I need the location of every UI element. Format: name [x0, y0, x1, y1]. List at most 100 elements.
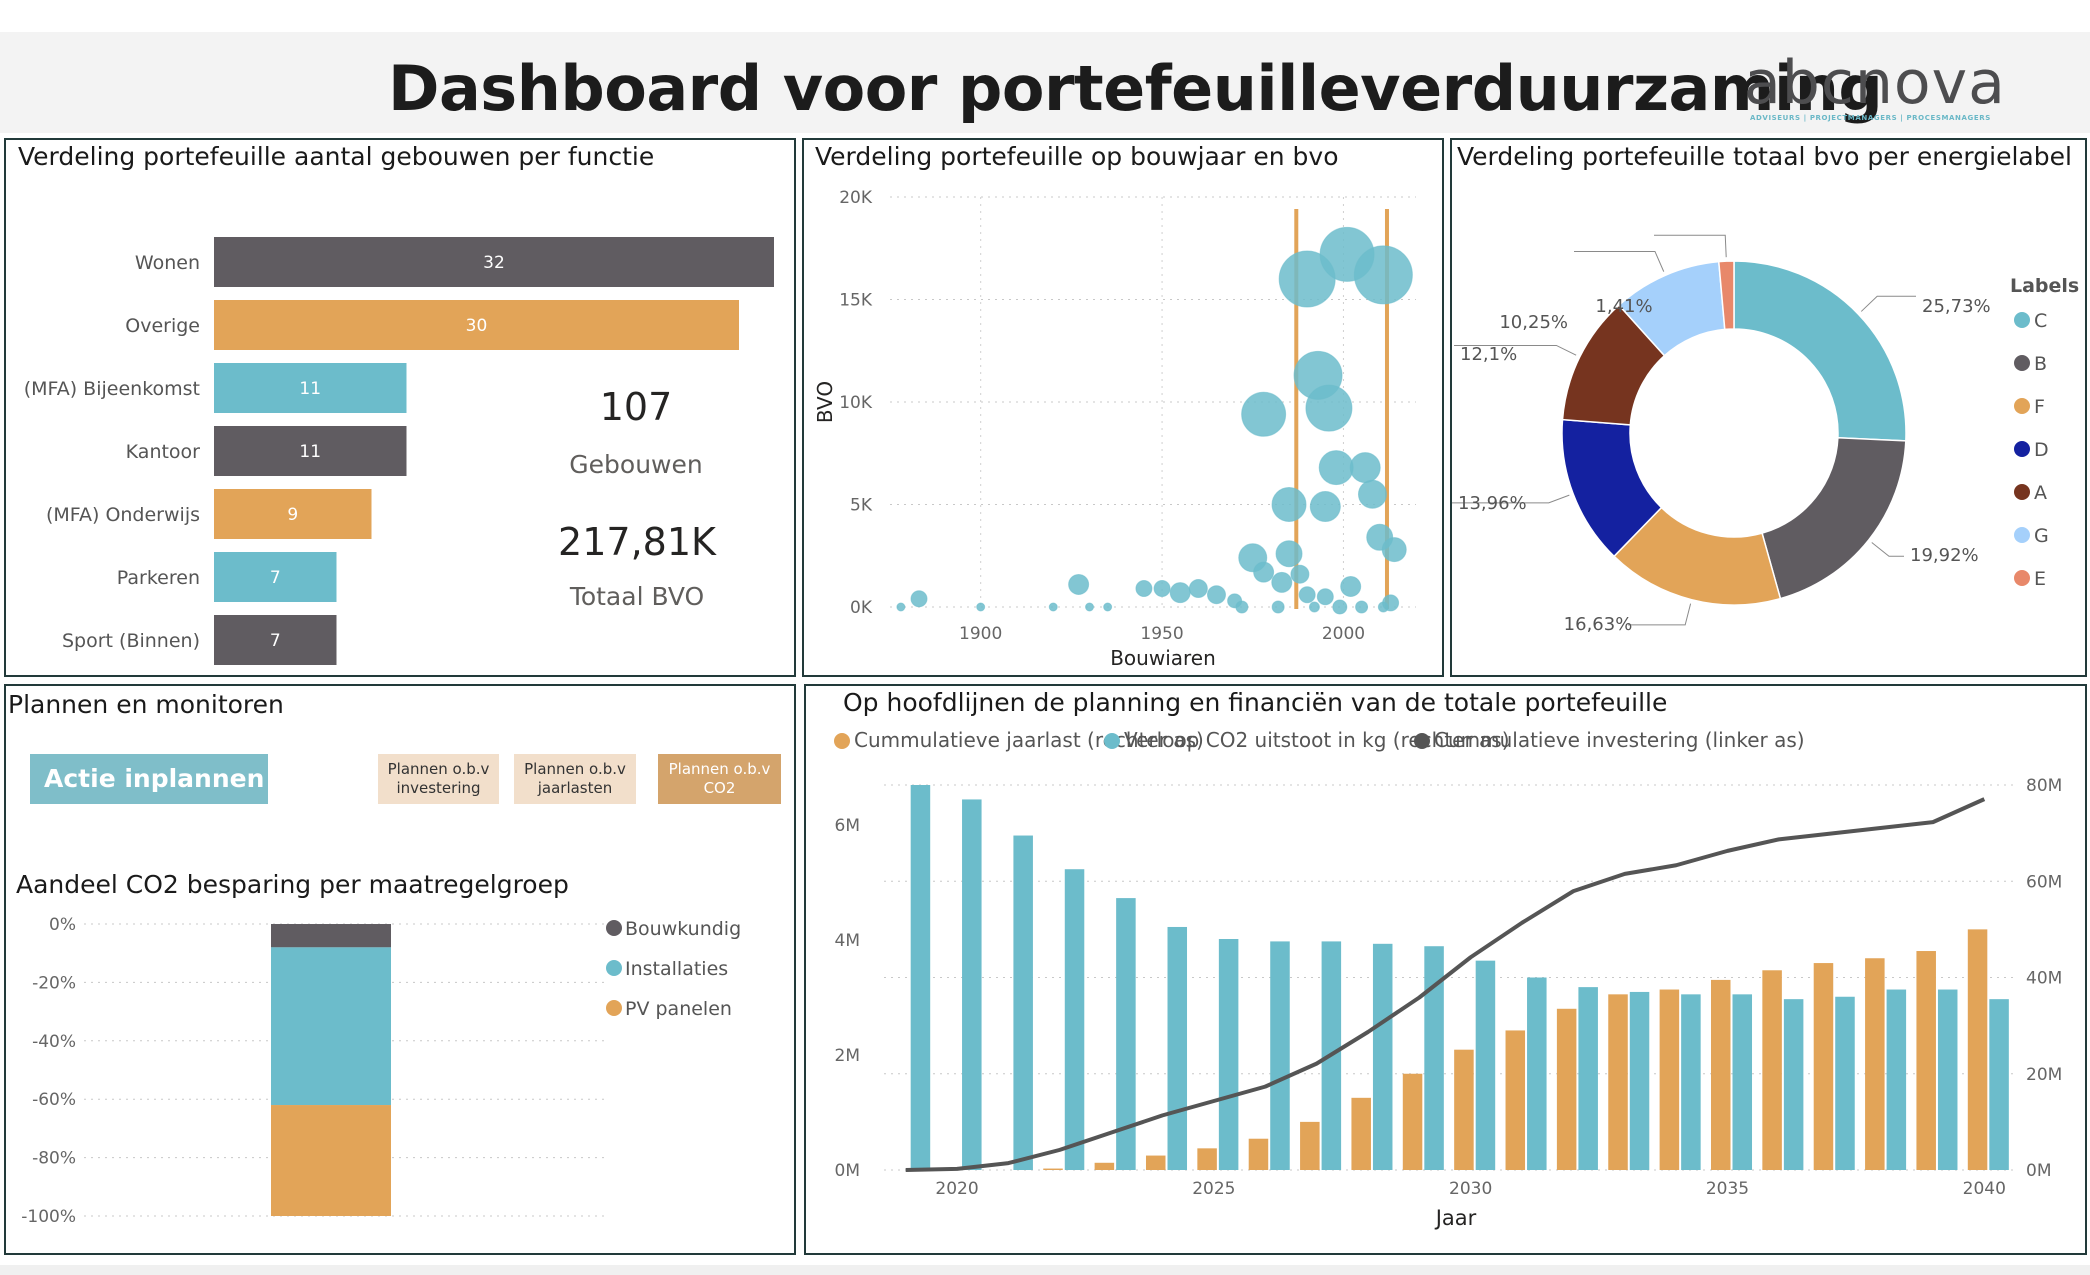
x-tick-label: 1900	[959, 624, 1002, 644]
jaarlast-bar	[1813, 963, 1834, 1170]
jaarlast-bar	[1967, 929, 1988, 1170]
co2-bar	[1989, 999, 2009, 1170]
jaarlast-bar	[1094, 1162, 1115, 1170]
y-tick-label: -20%	[32, 973, 76, 993]
slice-percent-label: 10,25%	[1499, 312, 1568, 333]
scatter-point	[1135, 580, 1153, 598]
jaarlast-bar	[1197, 1148, 1217, 1170]
co2-bar	[1218, 939, 1239, 1170]
energielabel-donut-chart: 25,73% 19,92% 16,63% 13,96% 12,1% 10,25% 1,41%…	[1452, 234, 2079, 635]
scatter-point	[1355, 600, 1369, 614]
jaarlast-bar	[1762, 970, 1782, 1170]
bar	[214, 426, 407, 476]
scatter-point	[1382, 594, 1400, 612]
slice-percent-label: 1,41%	[1595, 296, 1652, 317]
scatter-point	[1253, 561, 1275, 583]
kpi-gebouwen-value: 107	[599, 385, 673, 429]
bar	[214, 237, 774, 287]
plannen-investering-button[interactable]: Plannen o.b.v investering	[378, 754, 499, 804]
co2-chart-title: Aandeel CO2 besparing per maatregelgroep	[16, 870, 569, 899]
y-tick-label: 5K	[850, 496, 873, 516]
panel-functie-title: Verdeling portefeuille aantal gebouwen p…	[18, 142, 655, 171]
y-tick-label: -100%	[21, 1207, 76, 1227]
scatter-point	[1305, 384, 1353, 432]
slice-percent-label: 13,96%	[1458, 493, 1527, 514]
y-tick-label: 0%	[49, 915, 76, 935]
right-tick-label: 40M	[2026, 969, 2062, 989]
slice-percent-label: 12,1%	[1460, 344, 1517, 365]
scatter-point	[1153, 580, 1171, 598]
x-tick-label: 2025	[1192, 1179, 1235, 1199]
scatter-point	[1085, 602, 1095, 612]
jaarlast-bar	[1608, 994, 1628, 1170]
legend-label: Cummulatieve investering (linker as)	[1434, 728, 1805, 752]
actie-inplannen-button[interactable]: Actie inplannen	[30, 754, 268, 804]
legend-marker	[2014, 441, 2030, 457]
legend-title: Labels	[2010, 275, 2079, 297]
legend-label: F	[2034, 396, 2045, 418]
y-tick-label: 10K	[839, 393, 873, 413]
legend-label: E	[2034, 568, 2046, 590]
legend-marker	[2014, 570, 2030, 586]
legend-label: C	[2034, 310, 2047, 332]
scatter-point	[910, 590, 928, 608]
left-tick-label: 2M	[835, 1046, 860, 1066]
y-tick-label: 0K	[850, 598, 873, 618]
y-tick-label: 15K	[839, 291, 873, 311]
legend-marker	[606, 960, 622, 976]
co2-bar	[1424, 946, 1444, 1170]
jaarlast-bar	[1710, 979, 1731, 1170]
slice-percent-label: 25,73%	[1922, 296, 1991, 317]
category-label: (MFA) Onderwijs	[46, 504, 200, 526]
jaarlast-bar	[1145, 1155, 1166, 1170]
right-tick-label: 60M	[2026, 872, 2062, 892]
category-label: Parkeren	[117, 567, 200, 589]
bar	[214, 300, 739, 350]
plannen-jaarlasten-button[interactable]: Plannen o.b.v jaarlasten	[514, 754, 636, 804]
slice-percent-label: 16,63%	[1564, 614, 1633, 635]
scatter-point	[1169, 582, 1191, 604]
x-tick-label: 2040	[1963, 1179, 2006, 1199]
scatter-point	[1318, 450, 1354, 486]
panel-energielabel-title: Verdeling portefeuille totaal bvo per en…	[1457, 142, 2072, 171]
scatter-point	[1316, 588, 1334, 606]
legend-marker	[2014, 355, 2030, 371]
bar	[214, 363, 407, 413]
legend-marker	[2014, 312, 2030, 328]
jaarlast-bar	[1916, 951, 1936, 1170]
co2-bar	[1167, 926, 1188, 1170]
legend-marker	[1414, 733, 1430, 749]
left-tick-label: 0M	[835, 1161, 860, 1181]
scatter-point	[1353, 245, 1413, 305]
x-tick-label: 2000	[1322, 624, 1365, 644]
scatter-point	[976, 602, 986, 612]
bar	[214, 615, 337, 665]
jaarlast-bar	[1556, 1008, 1577, 1170]
left-tick-label: 4M	[835, 931, 860, 951]
kpi-bvo-label: Totaal BVO	[569, 582, 705, 611]
jaarlast-bar	[1454, 1049, 1474, 1170]
leader-line	[1860, 295, 1916, 312]
scatter-point	[1048, 602, 1058, 612]
functie-bar-chart: Wonen 32 Overige 30 (MFA) Bijeenkomst 11 Kanto…	[24, 237, 774, 665]
x-tick-label: 2030	[1449, 1179, 1492, 1199]
category-label: Overige	[125, 315, 200, 337]
co2-bar	[1116, 898, 1136, 1170]
legend-marker	[606, 920, 622, 936]
x-tick-label: 2020	[935, 1179, 978, 1199]
scatter-point	[1340, 576, 1362, 597]
bouwjaar-scatter-chart: 0K 5K 10K 15K 20K 1900 1950 2000 Bouwiaren BVO	[813, 188, 1416, 670]
scatter-point	[1357, 479, 1387, 509]
bar-value-label: 7	[270, 568, 281, 588]
bar-value-label: 30	[466, 316, 488, 336]
scatter-point	[1235, 600, 1249, 614]
legend-marker	[834, 733, 850, 749]
y-tick-label: -60%	[32, 1090, 76, 1110]
plannen-co2-button[interactable]: Plannen o.b.v CO2	[658, 754, 781, 804]
legend-marker	[2014, 527, 2030, 543]
page-title: Dashboard voor portefeuilleverduurzaming	[388, 52, 1883, 125]
scatter-point	[1271, 600, 1285, 614]
x-tick-label: 1950	[1140, 624, 1183, 644]
co2-bar	[1013, 835, 1033, 1170]
category-label: (MFA) Bijeenkomst	[24, 378, 200, 400]
